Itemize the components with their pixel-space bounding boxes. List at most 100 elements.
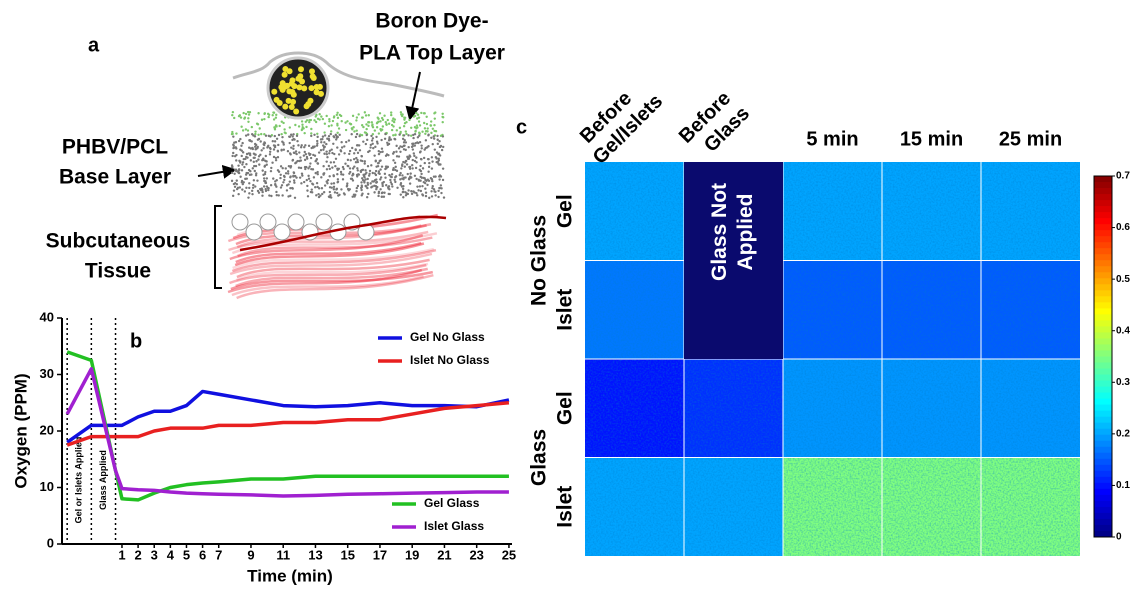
dot	[258, 127, 261, 130]
dot	[266, 187, 270, 190]
dot	[433, 117, 436, 120]
dot	[367, 150, 370, 154]
dot	[252, 160, 255, 164]
dot	[355, 186, 359, 190]
dot	[371, 185, 374, 188]
dot	[332, 182, 336, 185]
dot	[239, 137, 242, 141]
dot	[431, 179, 434, 183]
dot	[237, 114, 241, 118]
dot	[356, 160, 360, 164]
dot	[407, 134, 410, 137]
dot	[401, 174, 404, 177]
dot	[389, 178, 392, 182]
dot	[353, 195, 356, 198]
tissue-fiber	[228, 230, 429, 252]
dot	[261, 169, 264, 172]
dot	[392, 167, 395, 170]
vessel	[239, 215, 447, 252]
dot	[381, 184, 384, 188]
dot	[279, 186, 283, 189]
dot	[369, 143, 373, 147]
dot	[317, 195, 321, 199]
row-label: Islet	[554, 486, 577, 528]
dot	[341, 173, 345, 176]
dot	[279, 176, 282, 180]
dot	[332, 174, 335, 178]
dot	[232, 146, 236, 150]
dot	[415, 156, 418, 159]
dot	[427, 179, 431, 182]
dot	[322, 165, 325, 168]
dot	[323, 131, 326, 134]
dot	[264, 181, 268, 185]
dot	[288, 141, 291, 145]
dot	[336, 146, 339, 149]
dot	[391, 119, 394, 122]
dot	[242, 111, 245, 115]
dot	[237, 192, 240, 196]
dot	[340, 188, 343, 191]
dot	[344, 162, 347, 165]
dot	[416, 126, 419, 129]
dot	[360, 154, 363, 158]
dot	[411, 148, 415, 151]
dot	[304, 144, 307, 147]
dot	[422, 121, 426, 125]
dot	[371, 137, 375, 140]
dot	[418, 140, 422, 144]
cell-texture	[882, 457, 981, 556]
dot	[232, 182, 236, 186]
dot	[360, 177, 364, 180]
dot	[428, 196, 431, 200]
dot	[333, 191, 337, 194]
dot	[309, 179, 312, 183]
dot	[381, 125, 385, 128]
dot	[270, 194, 273, 198]
dot	[250, 140, 253, 143]
dot	[250, 189, 254, 193]
dot	[252, 183, 255, 187]
dot	[283, 175, 286, 179]
row-label: Gel	[554, 194, 577, 228]
dot	[239, 116, 243, 119]
dot	[392, 151, 396, 154]
dot	[415, 177, 418, 181]
panel-label: c	[516, 116, 527, 138]
dot	[354, 161, 358, 164]
dot	[335, 138, 338, 141]
dot	[343, 193, 346, 196]
islet-dot	[286, 68, 293, 75]
dot	[415, 124, 419, 127]
dot	[255, 172, 258, 175]
dot	[430, 131, 433, 135]
dot	[395, 129, 399, 132]
dot	[432, 135, 435, 138]
dot	[408, 165, 411, 169]
dot	[399, 111, 403, 114]
dot	[360, 133, 364, 137]
dot	[334, 164, 337, 168]
dot	[352, 173, 355, 176]
dot	[347, 139, 351, 142]
dot	[292, 151, 296, 154]
colorbar-tick-label: 0.2	[1116, 428, 1130, 439]
series-line	[66, 401, 510, 447]
dot	[240, 154, 243, 158]
dot	[437, 157, 440, 160]
colorbar-step	[1094, 524, 1112, 532]
colorbar-step	[1094, 266, 1112, 273]
dot	[263, 179, 266, 183]
dot	[390, 173, 394, 176]
dot	[272, 177, 275, 180]
dot	[373, 129, 377, 132]
dot	[277, 170, 281, 173]
dot	[303, 165, 307, 169]
colorbar-step	[1094, 404, 1112, 412]
islet-dot	[293, 108, 300, 115]
dot	[366, 183, 370, 186]
dot	[352, 193, 356, 196]
dot	[442, 145, 445, 149]
islet-dot	[288, 103, 295, 110]
dot	[399, 182, 403, 185]
